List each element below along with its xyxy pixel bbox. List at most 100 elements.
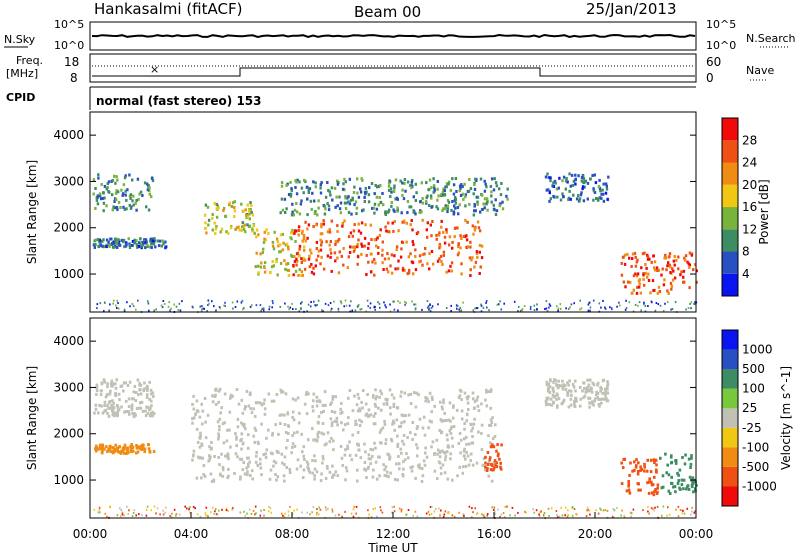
velocity-echo-cell (380, 392, 383, 396)
power-echo-cell (144, 246, 147, 250)
velocity-noise-cell (540, 510, 542, 513)
velocity-echo-cell (304, 392, 308, 396)
power-echo-cell (673, 276, 677, 280)
velocity-echo-cell (103, 400, 107, 404)
power-echo-cell (356, 177, 359, 181)
velocity-echo-cell (407, 393, 410, 397)
velocity-echo-cell (245, 389, 249, 393)
power-echo-cell (351, 196, 354, 200)
power-echo-cell (387, 257, 390, 261)
velocity-echo-cell (460, 398, 463, 401)
power-echo-cell (290, 213, 294, 217)
velocity-noise-cell (463, 513, 465, 516)
velocity-echo-cell (484, 398, 487, 402)
power-noise-cell (429, 310, 432, 313)
power-echo-cell (108, 243, 111, 247)
power-echo-cell (242, 224, 245, 228)
velocity-echo-cell (549, 397, 553, 401)
velocity-echo-cell (490, 421, 494, 424)
power-echo-cell (403, 181, 406, 185)
power-echo-cell (271, 240, 275, 244)
velocity-echo-cell (94, 407, 98, 411)
velocity-echo-cell (389, 406, 392, 410)
power-echo-cell (309, 199, 313, 203)
velocity-echo-cell (223, 421, 226, 425)
velocity-noise-cell (155, 512, 157, 515)
power-echo-cell (271, 260, 274, 264)
power-echo-cell (446, 207, 449, 211)
power-noise-cell (428, 307, 431, 310)
power-echo-cell (353, 185, 356, 189)
velocity-noise-cell (106, 515, 108, 518)
velocity-noise-cell (316, 511, 318, 514)
power-colorbar-swatch (722, 184, 738, 208)
power-echo-cell (572, 193, 575, 197)
velocity-echo-cell (549, 379, 552, 383)
power-echo-cell (393, 186, 396, 190)
velocity-echo-cell (488, 456, 492, 460)
noise-left-tick-bottom: 10^0 (54, 39, 84, 52)
velocity-echo-cell (391, 422, 394, 426)
velocity-noise-cell (677, 515, 680, 518)
velocity-echo-cell (606, 399, 610, 403)
power-echo-cell (649, 291, 652, 295)
power-echo-cell (684, 258, 687, 262)
power-echo-cell (601, 188, 604, 192)
power-noise-cell (301, 301, 303, 304)
power-echo-cell (128, 203, 131, 207)
power-echo-cell (575, 197, 579, 201)
power-echo-cell (431, 220, 434, 223)
velocity-noise-cell (647, 510, 649, 513)
velocity-echo-cell (195, 399, 199, 403)
velocity-echo-cell (374, 446, 377, 450)
power-echo-cell (432, 262, 435, 266)
power-noise-cell (223, 304, 225, 307)
velocity-echo-cell (371, 395, 375, 399)
power-echo-cell (457, 251, 460, 255)
velocity-echo-cell (141, 447, 145, 451)
velocity-echo-cell (99, 393, 103, 397)
velocity-noise-cell (280, 512, 283, 515)
power-echo-cell (123, 176, 127, 180)
power-echo-cell (653, 268, 657, 272)
power-echo-cell (300, 274, 303, 277)
velocity-echo-cell (259, 401, 262, 405)
velocity-echo-cell (384, 465, 388, 469)
velocity-noise-cell (613, 509, 616, 512)
freq-marker: × (150, 63, 159, 76)
freq-right-tick-bottom: 0 (706, 71, 714, 85)
power-echo-cell (207, 218, 211, 222)
power-noise-cell (321, 309, 323, 312)
power-echo-cell (484, 182, 487, 186)
velocity-echo-cell (218, 473, 222, 477)
power-echo-cell (336, 224, 339, 228)
power-echo-cell (365, 273, 368, 276)
velocity-echo-cell (475, 398, 479, 402)
velocity-noise-cell (511, 506, 514, 509)
power-echo-cell (602, 192, 605, 196)
power-noise-cell (169, 309, 171, 312)
power-echo-cell (276, 273, 279, 277)
power-echo-cell (443, 189, 446, 193)
freq-series (92, 67, 695, 77)
power-echo-cell (122, 205, 125, 209)
power-colorbar-frame (721, 117, 739, 297)
velocity-echo-cell (599, 397, 602, 401)
power-echo-cell (549, 179, 552, 183)
velocity-echo-cell (606, 391, 610, 395)
power-echo-cell (132, 194, 135, 198)
velocity-noise-cell (227, 510, 229, 512)
power-echo-cell (95, 196, 98, 200)
power-echo-cell (107, 180, 111, 184)
velocity-noise-cell (159, 513, 161, 516)
power-echo-cell (632, 288, 635, 292)
velocity-noise-cell (153, 505, 156, 508)
power-echo-cell (634, 255, 637, 259)
velocity-echo-cell (198, 436, 202, 440)
noise-right-tick-top: 10^5 (706, 18, 736, 31)
power-echo-cell (124, 242, 128, 246)
velocity-echo-cell (415, 391, 419, 395)
velocity-echo-cell (315, 439, 319, 443)
power-echo-cell (93, 239, 96, 243)
velocity-echo-cell (435, 438, 439, 442)
